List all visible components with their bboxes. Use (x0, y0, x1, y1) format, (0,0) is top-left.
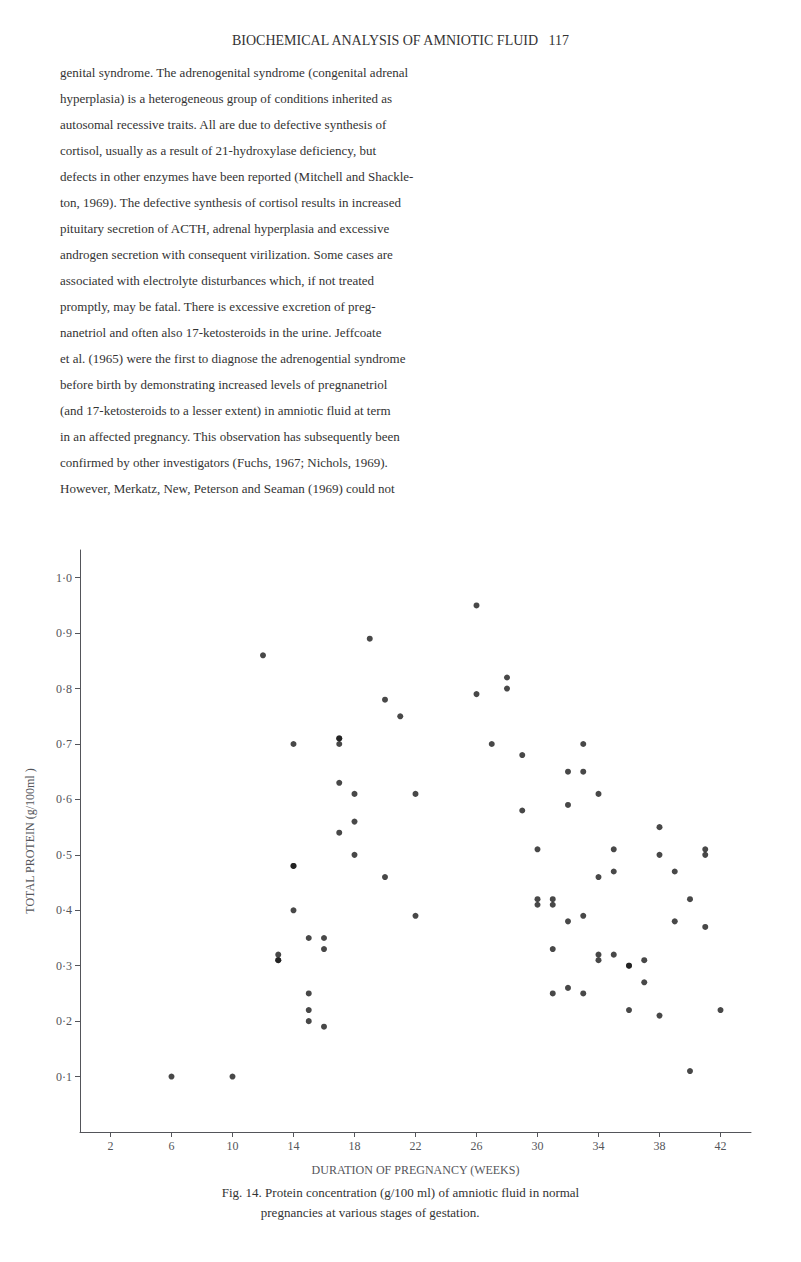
svg-text:DURATION OF PREGNANCY (WEEKS): DURATION OF PREGNANCY (WEEKS) (312, 1163, 520, 1177)
svg-text:ton, 1969). The defective synt: ton, 1969). The defective synthesis of c… (60, 195, 401, 210)
svg-text:0·7: 0·7 (56, 737, 72, 751)
svg-text:defects in other enzymes have: defects in other enzymes have been repor… (60, 169, 413, 184)
svg-text:0·4: 0·4 (56, 903, 72, 917)
svg-text:(and 17-ketosteroids to a less: (and 17-ketosteroids to a lesser extent)… (60, 403, 391, 418)
svg-text:38: 38 (654, 1139, 666, 1153)
svg-text:hyperplasia) is a heterogeneou: hyperplasia) is a heterogeneous group of… (60, 91, 392, 106)
svg-text:cortisol, usually as a result: cortisol, usually as a result of 21-hydr… (60, 143, 377, 158)
svg-text:pregnancies at various stages: pregnancies at various stages of gestati… (222, 1205, 480, 1220)
svg-text:0·1: 0·1 (56, 1070, 72, 1084)
svg-text:26: 26 (471, 1139, 483, 1153)
svg-text:22: 22 (410, 1139, 422, 1153)
svg-text:14: 14 (288, 1139, 300, 1153)
svg-text:18: 18 (349, 1139, 361, 1153)
svg-text:TOTAL PROTEIN (g/100ml ): TOTAL PROTEIN (g/100ml ) (23, 768, 37, 913)
svg-text:However, Merkatz, New, Peterso: However, Merkatz, New, Peterson and Seam… (60, 481, 395, 496)
svg-text:et al. (1965) were the first t: et al. (1965) were the first to diagnose… (60, 351, 406, 366)
svg-text:pituitary secretion of ACTH, a: pituitary secretion of ACTH, adrenal hyp… (60, 221, 389, 236)
svg-text:42: 42 (715, 1139, 727, 1153)
svg-text:6: 6 (169, 1139, 175, 1153)
svg-text:2: 2 (108, 1139, 114, 1153)
svg-text:BIOCHEMICAL ANALYSIS OF AMNIOT: BIOCHEMICAL ANALYSIS OF AMNIOTIC FLUID 1… (232, 33, 569, 48)
svg-text:androgen secretion with conseq: androgen secretion with consequent viril… (60, 247, 393, 262)
svg-text:before birth by demonstrating: before birth by demonstrating increased … (60, 377, 388, 392)
svg-text:0·8: 0·8 (56, 682, 72, 696)
svg-text:Fig. 14. Protein concentration: Fig. 14. Protein concentration (g/100 ml… (222, 1185, 580, 1200)
svg-text:0·6: 0·6 (56, 792, 72, 806)
svg-text:autosomal recessive traits. Al: autosomal recessive traits. All are due … (60, 117, 387, 132)
svg-text:0·3: 0·3 (56, 959, 72, 973)
svg-text:genital syndrome. The adrenoge: genital syndrome. The adrenogenital synd… (60, 65, 409, 80)
svg-text:associated with electrolyte di: associated with electrolyte disturbances… (60, 273, 375, 288)
svg-text:promptly, may be fatal. There: promptly, may be fatal. There is excessi… (60, 299, 376, 314)
svg-text:30: 30 (532, 1139, 544, 1153)
svg-text:0·5: 0·5 (56, 848, 72, 862)
svg-text:in an affected pregnancy. This: in an affected pregnancy. This observati… (60, 429, 400, 444)
svg-text:0·9: 0·9 (56, 626, 72, 640)
svg-text:0·2: 0·2 (56, 1014, 72, 1028)
svg-text:nanetriol and often also 17-ke: nanetriol and often also 17-ketosteroids… (60, 325, 382, 340)
svg-text:1·0: 1·0 (56, 571, 72, 585)
svg-text:34: 34 (593, 1139, 605, 1153)
svg-text:10: 10 (227, 1139, 239, 1153)
svg-text:confirmed by other investigato: confirmed by other investigators (Fuchs,… (60, 455, 388, 470)
